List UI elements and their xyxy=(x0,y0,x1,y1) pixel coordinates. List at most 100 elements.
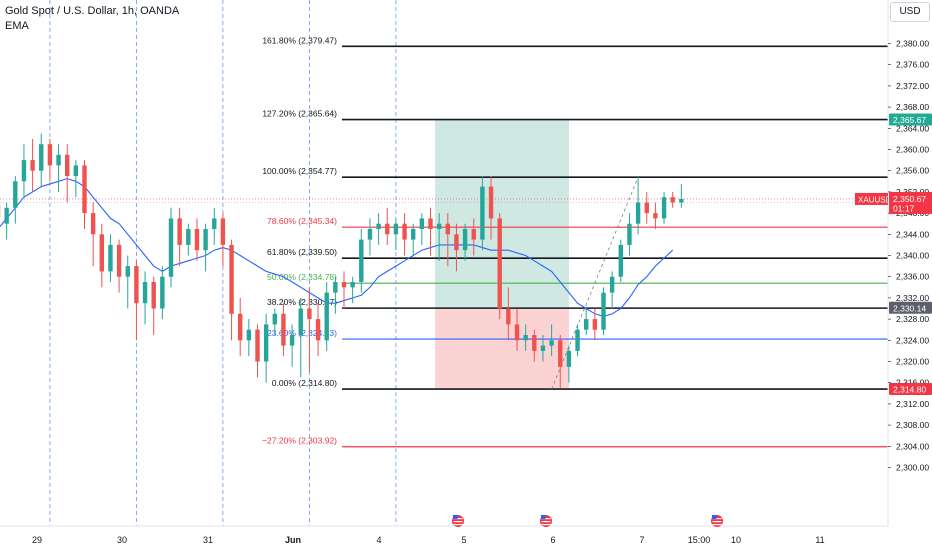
event-icon-stripe xyxy=(542,521,551,522)
candle-body xyxy=(74,165,78,176)
candle-body xyxy=(152,282,156,309)
candle-body xyxy=(65,155,69,176)
time-tick-label: 6 xyxy=(550,535,555,545)
candle-body xyxy=(82,165,86,213)
candle-body xyxy=(117,245,121,277)
price-tick-label: 2,344.00 xyxy=(896,229,929,239)
candle-body xyxy=(212,218,216,229)
candle[interactable] xyxy=(601,287,605,335)
candle-body xyxy=(593,319,597,330)
candle-body xyxy=(13,181,17,208)
candle-body xyxy=(100,234,104,271)
candle-body xyxy=(255,330,259,362)
candle-body xyxy=(679,199,683,203)
time-tick-label: 15:00 xyxy=(688,535,711,545)
price-tick-label: 2,328.00 xyxy=(896,314,929,324)
candle-body xyxy=(411,229,415,240)
us-flag-event-icon[interactable] xyxy=(711,515,723,527)
us-flag-event-icon[interactable] xyxy=(452,515,464,527)
price-axis-badge-label: 2,365.67 xyxy=(893,115,926,125)
candle-body xyxy=(627,224,631,245)
candle[interactable] xyxy=(480,176,484,250)
candle-body xyxy=(420,218,424,229)
legend-symbol[interactable]: Gold Spot / U.S. Dollar, 1h, OANDA xyxy=(5,4,179,19)
price-tick-label: 2,376.00 xyxy=(896,60,929,70)
fib-level-label: 78.60% (2,345.34) xyxy=(267,216,337,226)
current-price-text: 2,350.67 xyxy=(893,194,926,204)
candle-body xyxy=(359,240,363,282)
candle-body xyxy=(30,160,34,171)
candle-body xyxy=(325,293,329,341)
candle-body xyxy=(662,197,666,218)
candle-body xyxy=(402,224,406,240)
time-tick-label: 29 xyxy=(32,535,42,545)
event-icon-stripe xyxy=(542,524,551,525)
candle-body xyxy=(472,229,476,240)
candle-body xyxy=(489,187,493,219)
event-icon-canton xyxy=(541,515,546,519)
candle-body xyxy=(56,155,60,166)
fib-level-label: 127.20% (2,365.64) xyxy=(262,109,337,119)
candle-body xyxy=(671,197,675,202)
legend-indicator-ema[interactable]: EMA xyxy=(5,19,179,34)
candle-body xyxy=(281,314,285,346)
position-stop-zone[interactable] xyxy=(435,308,569,389)
price-tick-label: 2,332.00 xyxy=(896,293,929,303)
candle-body xyxy=(333,282,337,293)
candle-body xyxy=(48,144,52,165)
candle-body xyxy=(584,319,588,330)
candle-body xyxy=(454,234,458,250)
candle-body xyxy=(549,340,553,345)
candle-body xyxy=(290,335,294,346)
time-tick-label: 31 xyxy=(203,535,213,545)
candle-body xyxy=(238,314,242,341)
candle-body xyxy=(610,277,614,293)
candle-body xyxy=(558,340,562,367)
position-target-zone[interactable] xyxy=(435,119,569,307)
candle-body xyxy=(653,213,657,218)
candle-body xyxy=(273,314,277,325)
price-tick-label: 2,308.00 xyxy=(896,420,929,430)
candle-body xyxy=(506,309,510,325)
event-icon-canton xyxy=(712,515,717,519)
candle[interactable] xyxy=(498,213,502,319)
price-tick-label: 2,356.00 xyxy=(896,166,929,176)
candle-body xyxy=(160,277,164,309)
currency-button[interactable]: USD xyxy=(890,2,930,22)
candle[interactable] xyxy=(169,208,173,287)
candle-body xyxy=(437,224,441,229)
price-axis-badge-label: 2,314.80 xyxy=(893,385,926,395)
candle-body xyxy=(221,218,225,245)
candle-body xyxy=(480,187,484,240)
candle-body xyxy=(446,224,450,235)
candle-body xyxy=(264,324,268,361)
candle-body xyxy=(143,282,147,303)
time-tick-label: 4 xyxy=(376,535,381,545)
price-tick-label: 2,304.00 xyxy=(896,441,929,451)
candle-body xyxy=(645,203,649,214)
candle-body xyxy=(195,229,199,250)
candle-body xyxy=(126,266,130,277)
price-tick-label: 2,380.00 xyxy=(896,39,929,49)
candle-body xyxy=(515,324,519,340)
event-icon-canton xyxy=(453,515,458,519)
price-tick-label: 2,360.00 xyxy=(896,145,929,155)
candle-body xyxy=(108,245,112,272)
candle-body xyxy=(532,335,536,351)
candle-body xyxy=(394,224,398,235)
us-flag-event-icon[interactable] xyxy=(540,515,552,527)
candle-body xyxy=(541,346,545,351)
fib-level-label: 61.80% (2,339.50) xyxy=(267,247,337,257)
candle-body xyxy=(203,229,207,250)
candle-body xyxy=(186,229,190,245)
candle[interactable] xyxy=(619,240,623,282)
candle-body xyxy=(342,282,346,287)
symbol-label: XAUUSD xyxy=(858,195,892,204)
candle-body xyxy=(636,203,640,224)
candle-body xyxy=(567,351,571,367)
price-tick-label: 2,324.00 xyxy=(896,335,929,345)
countdown-text: 01:17 xyxy=(893,203,915,213)
chart-legend: Gold Spot / U.S. Dollar, 1h, OANDA EMA xyxy=(5,4,179,34)
